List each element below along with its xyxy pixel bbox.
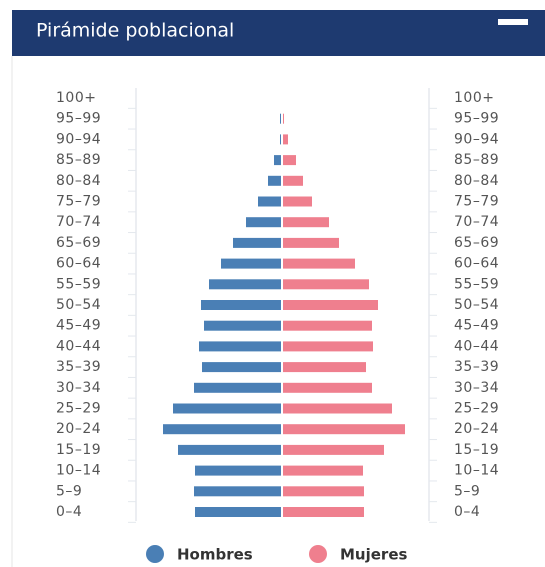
chart-title: Pirámide poblacional xyxy=(36,20,234,42)
bar xyxy=(194,486,281,497)
right-age-label: 55–59 xyxy=(454,276,499,292)
left-age-label: 15–19 xyxy=(56,442,101,458)
bar xyxy=(283,300,378,310)
left-age-label: 30–34 xyxy=(56,380,101,396)
bar xyxy=(233,237,281,248)
right-age-label: 100+ xyxy=(454,90,494,106)
bar xyxy=(283,237,339,248)
legend-swatch xyxy=(146,545,164,563)
left-age-label: 90–94 xyxy=(56,131,101,147)
bar xyxy=(283,196,312,207)
bar xyxy=(221,258,281,269)
bar xyxy=(283,465,363,476)
right-age-label: 15–19 xyxy=(454,442,499,458)
right-age-label: 35–39 xyxy=(454,359,499,375)
legend-label: Mujeres xyxy=(340,546,407,564)
left-age-label: 60–64 xyxy=(56,256,101,272)
right-age-label: 30–34 xyxy=(454,380,499,396)
right-age-label: 5–9 xyxy=(454,483,480,499)
right-age-label: 90–94 xyxy=(454,131,499,147)
bar xyxy=(283,113,284,124)
bar xyxy=(209,279,281,290)
left-age-label: 35–39 xyxy=(56,359,101,375)
right-age-label: 60–64 xyxy=(454,256,499,272)
left-age-label: 40–44 xyxy=(56,338,101,354)
bar xyxy=(283,175,303,186)
bar xyxy=(199,341,281,352)
legend-swatch xyxy=(309,545,327,563)
legend-label: Hombres xyxy=(177,546,253,564)
bar xyxy=(195,465,281,476)
right-age-label: 45–49 xyxy=(454,318,499,334)
bar xyxy=(283,217,329,228)
right-age-label: 80–84 xyxy=(454,173,499,189)
right-age-label: 95–99 xyxy=(454,111,499,127)
bar xyxy=(202,362,281,373)
left-age-label: 25–29 xyxy=(56,401,101,417)
right-age-label: 25–29 xyxy=(454,401,499,417)
right-age-label: 75–79 xyxy=(454,194,499,210)
bar xyxy=(283,320,372,331)
bar xyxy=(173,403,281,414)
bar xyxy=(283,134,288,145)
right-age-label: 65–69 xyxy=(454,235,499,251)
right-age-label: 0–4 xyxy=(454,504,480,520)
bar xyxy=(274,155,281,166)
left-age-label: 65–69 xyxy=(56,235,101,251)
left-age-label: 20–24 xyxy=(56,421,101,437)
right-age-label: 10–14 xyxy=(454,463,499,479)
bar xyxy=(283,403,392,414)
left-age-label: 80–84 xyxy=(56,173,101,189)
bar xyxy=(283,507,364,517)
left-age-label: 55–59 xyxy=(56,276,101,292)
bar xyxy=(283,341,373,352)
bar xyxy=(258,196,281,207)
bar xyxy=(283,258,355,269)
left-age-label: 95–99 xyxy=(56,111,101,127)
bar xyxy=(246,217,281,228)
left-age-label: 10–14 xyxy=(56,463,101,479)
bar xyxy=(178,444,281,455)
bar xyxy=(283,486,364,497)
bar xyxy=(283,444,384,455)
left-age-label: 50–54 xyxy=(56,297,101,313)
left-age-label: 100+ xyxy=(56,90,96,106)
bar xyxy=(163,424,281,435)
minimize-icon[interactable] xyxy=(498,19,528,25)
bar xyxy=(280,134,281,145)
bar xyxy=(280,113,281,124)
bar xyxy=(268,175,281,186)
bar xyxy=(283,155,296,166)
bar xyxy=(283,362,366,373)
bar xyxy=(283,424,405,435)
right-age-label: 70–74 xyxy=(454,214,499,230)
right-age-label: 85–89 xyxy=(454,152,499,168)
left-age-label: 75–79 xyxy=(56,194,101,210)
bar xyxy=(204,320,281,331)
bar xyxy=(194,382,281,393)
right-age-label: 50–54 xyxy=(454,297,499,313)
left-age-label: 85–89 xyxy=(56,152,101,168)
left-age-label: 70–74 xyxy=(56,214,101,230)
right-age-label: 40–44 xyxy=(454,338,499,354)
bar xyxy=(201,300,281,310)
left-age-label: 5–9 xyxy=(56,483,82,499)
bar xyxy=(195,507,281,517)
header-bar xyxy=(12,10,545,56)
left-age-label: 0–4 xyxy=(56,504,82,520)
right-age-label: 20–24 xyxy=(454,421,499,437)
bar xyxy=(283,382,372,393)
left-age-label: 45–49 xyxy=(56,318,101,334)
bar xyxy=(283,279,369,290)
